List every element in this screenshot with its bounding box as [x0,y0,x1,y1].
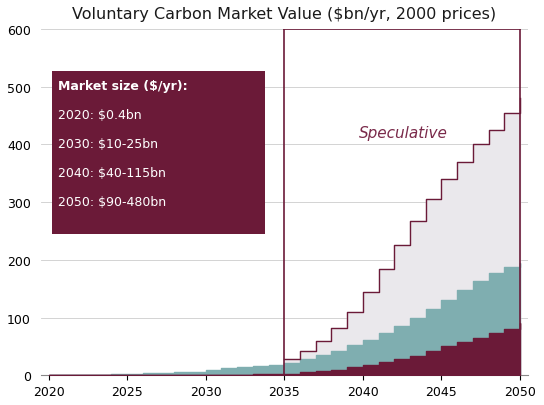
Text: 2030: $10-25bn: 2030: $10-25bn [58,138,158,151]
Text: 2040: $40-115bn: 2040: $40-115bn [58,166,166,179]
Text: 2020: $0.4bn: 2020: $0.4bn [58,109,141,122]
Text: 2050: $90-480bn: 2050: $90-480bn [58,195,166,208]
Title: Voluntary Carbon Market Value ($bn/yr, 2000 prices): Voluntary Carbon Market Value ($bn/yr, 2… [72,7,496,22]
FancyBboxPatch shape [52,71,265,234]
Text: Speculative: Speculative [359,126,448,141]
Text: Market size ($/yr):: Market size ($/yr): [58,80,188,93]
